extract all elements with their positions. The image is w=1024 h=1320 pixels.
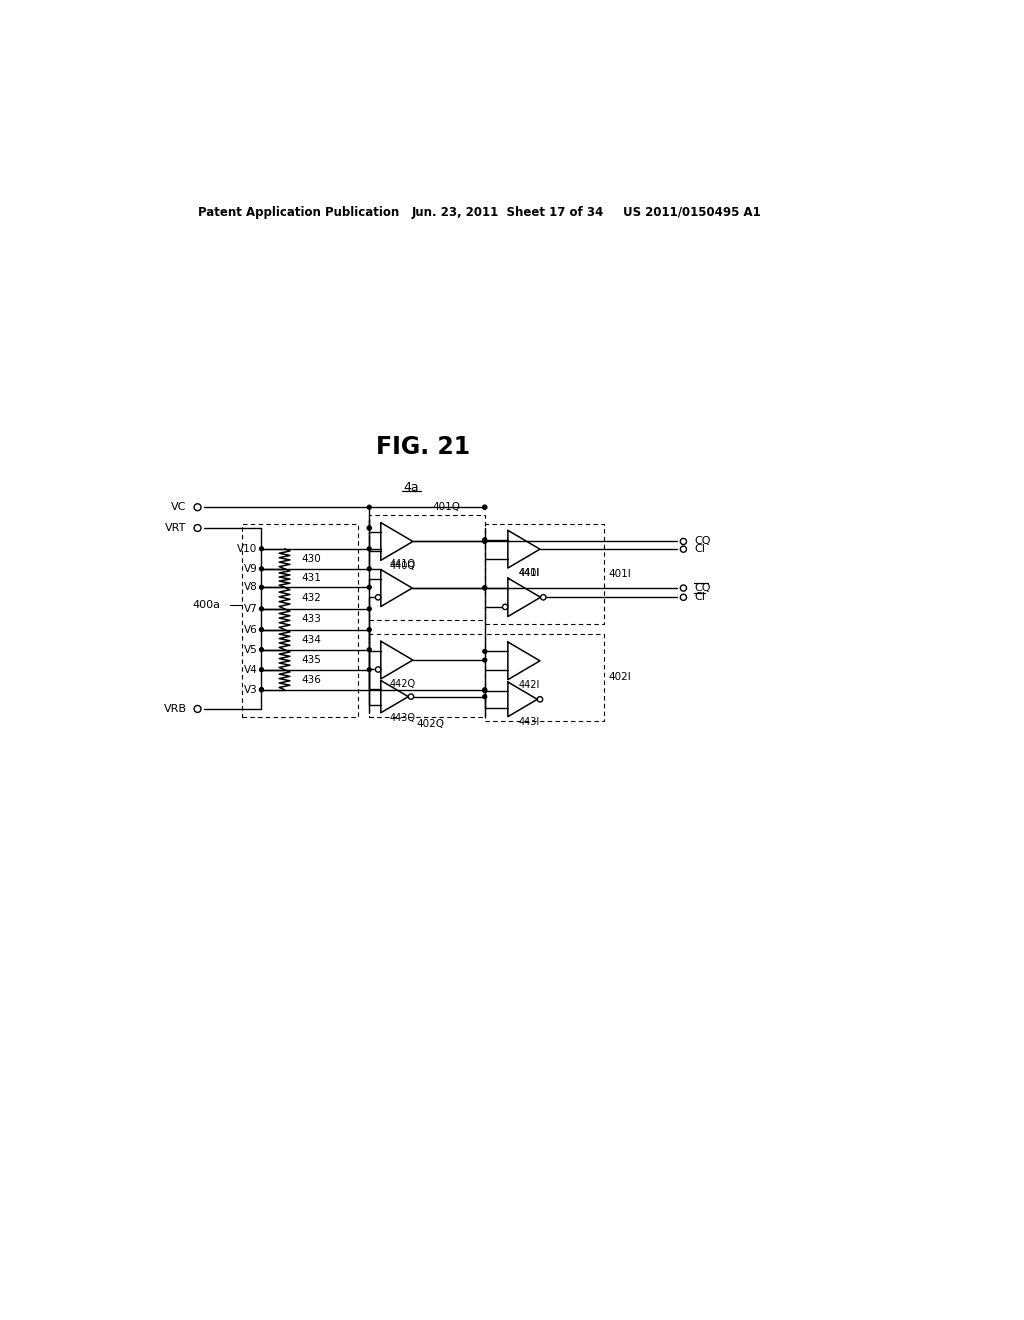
Text: 442Q: 442Q (389, 680, 416, 689)
Circle shape (483, 649, 486, 653)
Text: Patent Application Publication: Patent Application Publication (198, 206, 398, 219)
Bar (243, 524, 357, 717)
Circle shape (483, 540, 486, 544)
Text: 441I: 441I (519, 568, 540, 578)
Circle shape (195, 504, 201, 511)
Text: 433: 433 (301, 614, 322, 624)
Text: 400a: 400a (193, 601, 220, 610)
Text: 401Q: 401Q (432, 502, 460, 512)
Text: V7: V7 (244, 603, 258, 614)
Text: Jun. 23, 2011  Sheet 17 of 34: Jun. 23, 2011 Sheet 17 of 34 (412, 206, 604, 219)
Text: 441Q: 441Q (389, 560, 416, 569)
Text: VRB: VRB (164, 704, 186, 714)
Text: 440I: 440I (519, 569, 540, 578)
Circle shape (503, 605, 508, 610)
Circle shape (259, 546, 263, 550)
Text: V4: V4 (244, 665, 258, 675)
Circle shape (483, 689, 486, 693)
Text: 443I: 443I (519, 717, 540, 727)
Text: CI: CI (694, 593, 706, 602)
Circle shape (368, 648, 371, 652)
Circle shape (483, 506, 486, 510)
Text: 443Q: 443Q (389, 713, 416, 723)
Circle shape (483, 586, 486, 590)
Bar (484, 524, 604, 624)
Circle shape (195, 524, 201, 532)
Text: CI: CI (694, 544, 706, 554)
Circle shape (680, 585, 686, 591)
Text: VRT: VRT (166, 523, 186, 533)
Text: US 2011/0150495 A1: US 2011/0150495 A1 (624, 206, 761, 219)
Text: 440Q: 440Q (389, 561, 416, 570)
Bar (370, 515, 484, 620)
Text: CQ: CQ (694, 583, 711, 593)
Circle shape (680, 594, 686, 601)
Text: 431: 431 (301, 573, 322, 583)
Circle shape (259, 688, 263, 692)
Circle shape (376, 667, 381, 672)
Text: VC: VC (171, 502, 186, 512)
Circle shape (376, 594, 381, 601)
Text: 442I: 442I (519, 680, 540, 690)
Circle shape (680, 539, 686, 545)
Bar (370, 635, 484, 717)
Circle shape (368, 585, 371, 589)
Circle shape (195, 705, 201, 713)
Circle shape (259, 648, 263, 652)
Text: 402I: 402I (608, 672, 631, 682)
Circle shape (541, 594, 546, 601)
Text: 430: 430 (301, 554, 322, 564)
Circle shape (368, 607, 371, 611)
Circle shape (483, 506, 486, 510)
Text: 402Q: 402Q (417, 719, 444, 730)
Circle shape (368, 527, 371, 529)
Circle shape (368, 546, 371, 550)
Circle shape (483, 537, 486, 541)
Circle shape (483, 694, 486, 698)
Text: V6: V6 (244, 624, 258, 635)
Text: 435: 435 (301, 655, 322, 665)
Text: 434: 434 (301, 635, 322, 644)
Text: V10: V10 (238, 544, 258, 554)
Circle shape (259, 688, 263, 692)
Text: V5: V5 (244, 644, 258, 655)
Circle shape (368, 668, 371, 672)
Text: 401I: 401I (608, 569, 631, 579)
Circle shape (259, 628, 263, 631)
Circle shape (259, 607, 263, 611)
Bar (484, 635, 604, 721)
Text: 436: 436 (301, 675, 322, 685)
Circle shape (368, 527, 371, 529)
Circle shape (538, 697, 543, 702)
Text: FIG. 21: FIG. 21 (376, 436, 470, 459)
Text: 4a: 4a (403, 482, 420, 495)
Circle shape (483, 659, 486, 663)
Circle shape (483, 586, 486, 590)
Text: V9: V9 (244, 564, 258, 574)
Circle shape (259, 668, 263, 672)
Circle shape (680, 546, 686, 552)
Circle shape (368, 566, 371, 570)
Circle shape (368, 628, 371, 631)
Circle shape (483, 688, 486, 692)
Circle shape (409, 694, 414, 700)
Circle shape (259, 566, 263, 570)
Text: CQ: CQ (694, 536, 711, 546)
Circle shape (259, 585, 263, 589)
Text: V3: V3 (244, 685, 258, 694)
Circle shape (368, 506, 371, 510)
Text: 432: 432 (301, 593, 322, 603)
Text: V8: V8 (244, 582, 258, 593)
